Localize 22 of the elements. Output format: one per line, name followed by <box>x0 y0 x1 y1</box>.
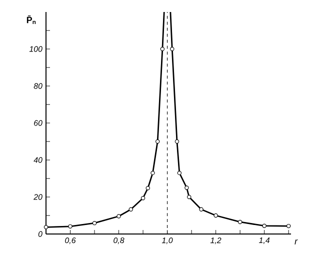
point <box>44 225 48 230</box>
point <box>140 196 146 200</box>
point <box>199 207 204 212</box>
point <box>238 220 242 224</box>
point <box>262 224 266 228</box>
y-axis-title: P̄$_{n}$ <box>26 16 36 24</box>
point <box>170 46 174 52</box>
point <box>174 139 180 144</box>
point <box>128 207 134 212</box>
point <box>286 224 291 228</box>
point <box>155 139 160 144</box>
point <box>187 194 192 200</box>
point <box>150 170 155 176</box>
point <box>177 170 182 176</box>
point <box>214 213 218 218</box>
point <box>116 214 121 218</box>
x-axis-title: r <box>294 240 298 244</box>
point <box>146 186 150 190</box>
point <box>184 186 189 190</box>
point <box>160 46 165 52</box>
point <box>92 220 97 226</box>
point <box>68 224 72 229</box>
